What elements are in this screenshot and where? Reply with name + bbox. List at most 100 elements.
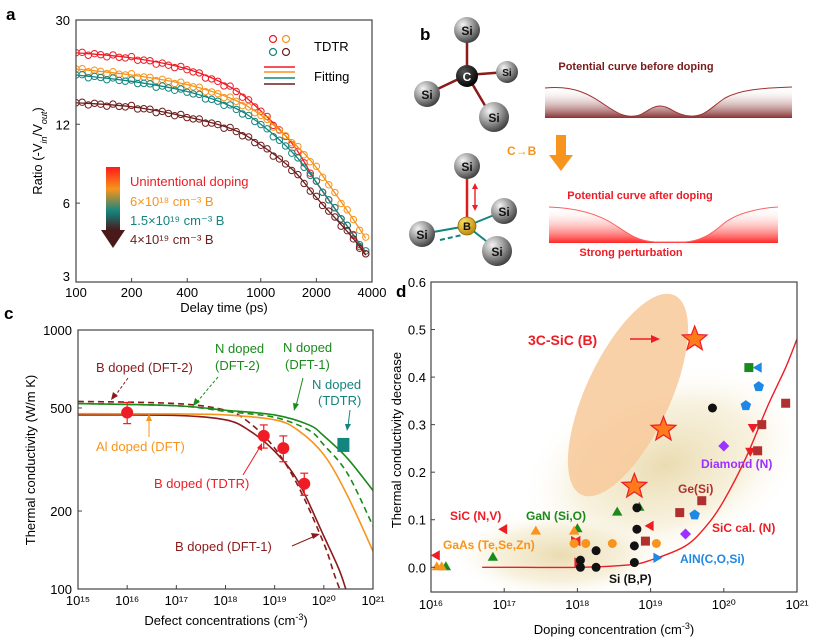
molecule-after: Si Si Si Si B (409, 153, 517, 266)
tdtr-data-point (133, 79, 142, 88)
tdtr-data-point (281, 160, 290, 168)
si-atom (454, 153, 480, 179)
tdtr-data-point (275, 155, 284, 163)
legend-marker-brown (281, 47, 291, 57)
panel-a-frame (75, 19, 373, 283)
atom-label: C (463, 70, 472, 84)
tdtr-data-point (232, 105, 240, 114)
circle-marker (569, 539, 579, 549)
tdtr-data-point (257, 111, 265, 120)
x-tick-label: 10²¹ (361, 593, 385, 608)
pentagon-marker (740, 400, 752, 411)
tdtr-data-point (214, 120, 222, 129)
panel-b: b Si Si Si Si C Potential curve before d… (409, 17, 793, 266)
tdtr-data-point (300, 163, 308, 171)
tdtr-data-point (195, 83, 203, 91)
x-tick-label: 10¹⁷ (165, 593, 189, 608)
label-sic-nv: SiC (N,V) (450, 509, 501, 523)
tdtr-data-point (251, 117, 259, 126)
diamond-marker (718, 440, 730, 452)
tdtr-data-point (109, 51, 117, 59)
panel-d-frame (430, 281, 798, 593)
pentagon-marker (753, 381, 764, 392)
doping-label-1p5e19: 1.5×10¹⁹ cm⁻³ B (130, 213, 224, 228)
b-atom (457, 216, 477, 236)
x-tick-label: 10²¹ (785, 597, 809, 612)
tdtr-data-point (78, 64, 86, 73)
triangle-left-marker (644, 520, 654, 532)
tdtr-data-point (207, 75, 216, 83)
panel-c-plot-area (78, 400, 373, 589)
legend-fitting-label: Fitting (314, 69, 349, 84)
model-curve (78, 402, 373, 492)
doping-label-4e19: 4×10¹⁹ cm⁻³ B (130, 232, 214, 247)
c-atom (456, 65, 478, 87)
panel-d-plot-area (431, 324, 797, 572)
arrow-down-icon (549, 135, 573, 171)
annotation-n-dft2-line2: (DFT-2) (215, 358, 260, 373)
tdtr-data-point (263, 115, 271, 124)
tdtr-data-point (257, 120, 265, 129)
arrow-head-icon (293, 403, 299, 411)
triangle-down-marker (747, 424, 759, 433)
tdtr-data-point (331, 188, 339, 197)
y-tick-label: 0.0 (408, 560, 426, 575)
tdtr-data-point (177, 62, 185, 71)
label-3c-sic: 3C-SiC (B) (528, 332, 597, 348)
tdtr-data-point (349, 235, 358, 243)
x-tick-label: 10¹⁵ (66, 593, 90, 608)
si-atom (491, 198, 517, 224)
panel-a-xlabel: Delay time (ps) (180, 300, 267, 315)
arrow-right-icon (651, 335, 660, 343)
annotation-n-tdtr-line2: (TDTR) (318, 393, 361, 408)
tdtr-data-point (306, 158, 314, 166)
pentagon-marker (689, 509, 700, 520)
circle-marker (629, 558, 639, 568)
tdtr-data-point (133, 105, 142, 113)
tdtr-data-point (288, 139, 296, 147)
x-tick-label: 4000 (358, 285, 387, 300)
molecule-before: Si Si Si Si C (414, 17, 518, 132)
y-tick-label: 30 (56, 13, 70, 28)
tdtr-data-point (146, 57, 154, 65)
tdtr-data-point (232, 97, 240, 106)
tdtr-data-point (127, 69, 136, 78)
sic-cal-curve (482, 338, 797, 569)
si-atom (482, 236, 512, 266)
tdtr-data-point (170, 79, 179, 88)
annotation-b-dft1: B doped (DFT-1) (175, 539, 272, 554)
square-marker (640, 536, 650, 546)
tdtr-data-point (306, 169, 314, 177)
tdtr-data-point (127, 52, 136, 61)
stretch-arrow-head (472, 205, 478, 211)
triangle-up-marker (530, 525, 541, 535)
tdtr-data-point (251, 108, 259, 117)
square-marker (781, 398, 791, 408)
atom-label: Si (491, 245, 502, 259)
circle-marker (632, 503, 642, 513)
tdtr-data-point (337, 199, 345, 208)
label-si: Si (B,P) (609, 572, 652, 586)
annotation-n-dft1-line2: (DFT-1) (285, 357, 330, 372)
panel-d-ylabel: Thermal conductivity decrease (389, 352, 404, 528)
x-tick-label: 200 (121, 285, 143, 300)
tdtr-data-point (195, 69, 203, 77)
tdtr-data-point (195, 115, 203, 123)
3c-sic-highlight (567, 293, 689, 497)
tdtr-data-point (226, 82, 234, 90)
model-curve (78, 402, 373, 527)
triangle-left-marker (431, 550, 440, 561)
square-marker (753, 446, 763, 456)
tdtr-data-point (263, 125, 271, 133)
circle-marker (591, 546, 601, 556)
triangle-left-marker (498, 524, 508, 535)
star-marker (680, 324, 709, 351)
si-atom (409, 221, 435, 247)
annotation-arrow (196, 376, 219, 403)
tdtr-data-point (263, 145, 271, 153)
circle-marker (632, 524, 642, 534)
tdtr-data-point (177, 110, 185, 119)
triangle-up-marker (436, 561, 447, 571)
tdtr-data-point (170, 111, 179, 120)
